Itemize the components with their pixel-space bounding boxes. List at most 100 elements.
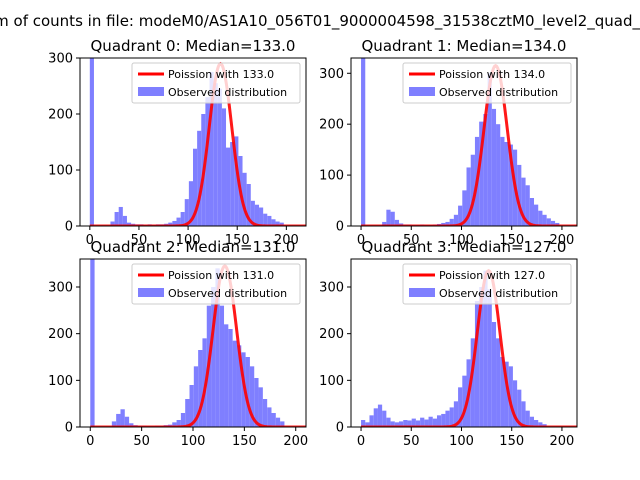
axes-frame: [79, 57, 307, 227]
histogram-bar: [436, 415, 442, 427]
histogram-bar: [209, 72, 214, 226]
histogram-bar: [445, 410, 450, 427]
histogram-bar: [512, 380, 518, 427]
legend-line-label: Poission with 134.0: [439, 68, 545, 81]
legend-bar-swatch: [409, 288, 435, 297]
x-tick-label: 50: [131, 233, 148, 248]
x-tick-label: 0: [357, 233, 365, 248]
histogram-bar: [521, 401, 526, 427]
histogram-bar: [242, 172, 247, 226]
histogram-bar: [118, 206, 123, 226]
histogram-bar: [365, 422, 370, 427]
histogram-bar: [394, 219, 400, 226]
histogram-bar: [538, 210, 543, 226]
histogram-bar: [188, 181, 193, 226]
histogram-bar: [487, 289, 492, 427]
histogram-bar: [180, 212, 185, 226]
x-tick-label: 150: [499, 434, 524, 449]
x-tick-label: 50: [403, 233, 420, 248]
histogram-bar: [500, 136, 505, 226]
histogram-bar: [279, 222, 284, 226]
histogram-bar: [361, 58, 366, 226]
histogram-bar: [234, 136, 239, 226]
legend-line-label: Poission with 133.0: [168, 68, 274, 81]
histogram-bar: [407, 420, 412, 427]
histogram-bar: [267, 215, 272, 226]
subplot-quadrant-0: 0 50 100 150 200 0 100 200 300 Quadrant 0: Median…: [48, 37, 307, 248]
histogram-bar: [377, 404, 383, 427]
histogram-bar: [458, 387, 463, 427]
y-tick-label: 300: [319, 281, 344, 296]
subplot-quadrant-1: 0 50 100 150 200 0 100 200 300 Quadrant 1: Median…: [319, 37, 578, 248]
y-tick-label: 100: [319, 374, 344, 389]
legend-box: [131, 62, 301, 104]
histogram-bar: [224, 324, 229, 427]
histogram-bar: [259, 207, 264, 226]
histogram-bar: [122, 215, 127, 226]
y-tick-label: 300: [319, 67, 344, 82]
x-tick-label: 50: [133, 434, 150, 449]
y-tick-label: 100: [48, 374, 73, 389]
plot-area: [361, 58, 577, 226]
legend-line-label: Poission with 127.0: [439, 269, 545, 282]
y-tick-label: 200: [48, 327, 73, 342]
x-tick-label: 100: [176, 233, 201, 248]
histogram-bar: [228, 329, 233, 427]
histogram-bar: [399, 421, 404, 427]
legend-line-label: Poission with 131.0: [168, 269, 274, 282]
legend-bar-swatch: [138, 87, 164, 96]
legend-bar-swatch: [409, 87, 435, 96]
y-tick-label: 300: [48, 281, 73, 296]
x-tick-label: 150: [499, 233, 524, 248]
legend: Poission with 131.0 Observed distribution: [131, 263, 301, 305]
subplot-title: Quadrant 2: Median=131.0: [91, 238, 296, 256]
subplot-title: Quadrant 1: Median=134.0: [362, 37, 567, 55]
subplot-quadrant-3: 0 50 100 150 200 0 100 200 300 Quadrant 3: Median…: [319, 238, 578, 449]
subplot-title: Quadrant 3: Median=127.0: [362, 238, 567, 256]
axes-frame: [350, 258, 578, 428]
histogram-bar: [226, 147, 231, 226]
y-tick-label: 100: [319, 169, 344, 184]
histogram-bar: [491, 108, 497, 226]
subplot-grid: 0 50 100 150 200 0 100 200 300 Quadrant 0: Median…: [48, 37, 578, 449]
plot-area: [90, 259, 306, 427]
histogram-bar: [517, 164, 522, 226]
histogram-bar: [254, 378, 259, 427]
histogram-bar: [415, 420, 421, 427]
y-tick-label: 200: [319, 118, 344, 133]
histogram-bar: [245, 357, 250, 427]
legend-box: [402, 62, 572, 104]
histogram-bar: [525, 410, 530, 427]
histogram-bar: [275, 417, 281, 427]
histogram-bar: [491, 322, 497, 427]
legend-box: [402, 263, 572, 305]
histogram-bar: [432, 418, 437, 427]
histogram-bar: [215, 268, 220, 427]
histogram-bar: [373, 408, 378, 427]
histogram-bar: [120, 409, 125, 427]
histogram-bar: [474, 301, 480, 427]
histogram-bar: [466, 167, 471, 226]
x-tick-label: 200: [274, 233, 299, 248]
histogram-bar: [479, 287, 484, 427]
histogram-bar: [172, 422, 177, 427]
histogram-bar: [420, 417, 425, 427]
histogram-bar: [193, 148, 198, 226]
histogram-bar: [124, 416, 130, 427]
histogram-bar: [403, 420, 408, 427]
histogram-bar: [189, 385, 194, 427]
histogram-bar: [462, 190, 467, 226]
y-tick-label: 0: [336, 421, 344, 436]
legend-bar-label: Observed distribution: [168, 86, 287, 99]
histogram-bar: [90, 259, 95, 427]
y-tick-label: 200: [48, 108, 73, 123]
legend-box: [131, 263, 301, 305]
histogram-bar: [263, 213, 268, 226]
histogram-bar: [198, 350, 203, 427]
histogram-bar: [213, 83, 218, 226]
histogram-bar: [197, 130, 202, 226]
histogram-bar: [369, 415, 374, 427]
x-tick-label: 200: [283, 434, 308, 449]
histogram-bar: [534, 204, 539, 226]
histogram-bar: [258, 387, 263, 427]
